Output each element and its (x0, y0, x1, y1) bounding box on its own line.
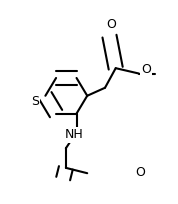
Text: S: S (31, 95, 39, 108)
Text: O: O (141, 63, 151, 76)
Text: NH: NH (64, 129, 83, 141)
Text: O: O (106, 18, 116, 31)
Text: O: O (135, 166, 145, 179)
